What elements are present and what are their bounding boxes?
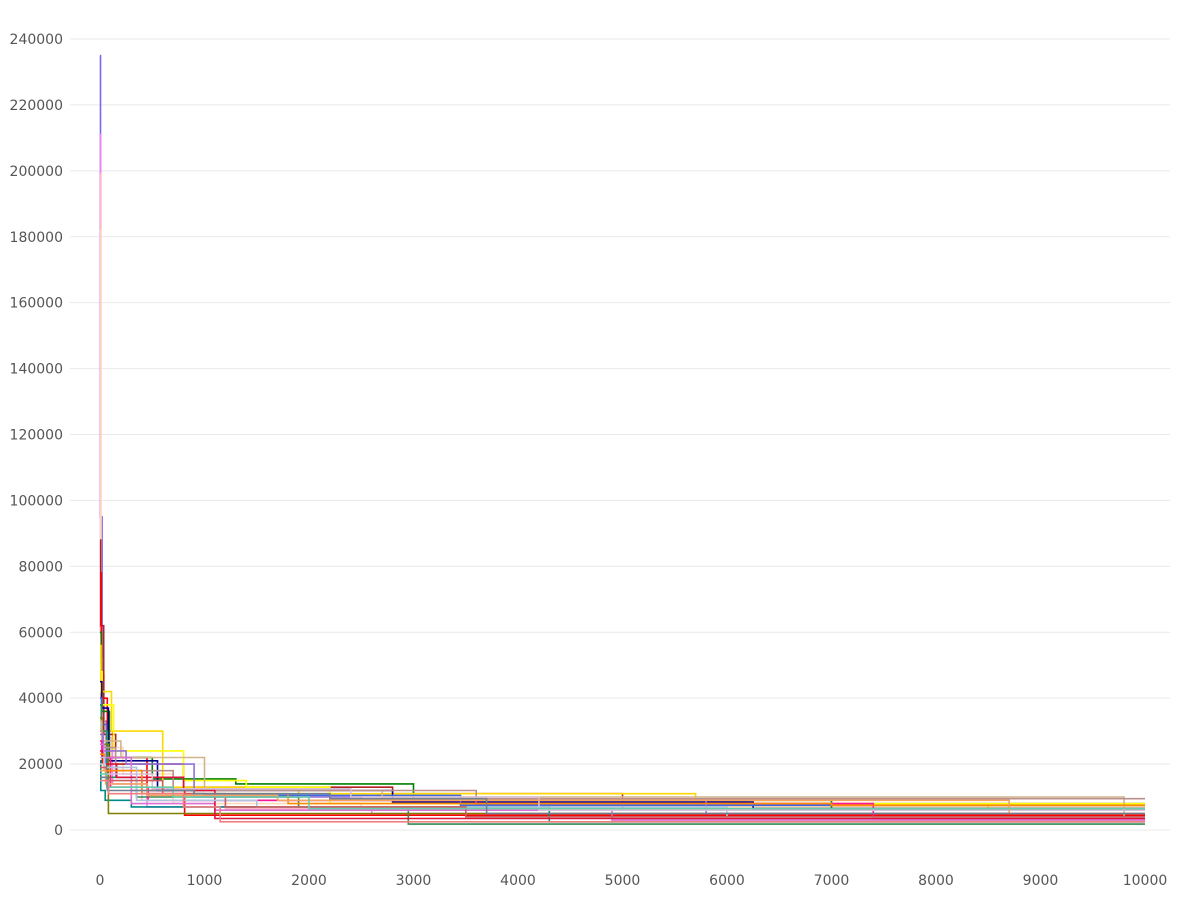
series-line-27 (100, 776, 1145, 815)
x-tick-label: 4000 (500, 873, 536, 889)
y-tick-label: 100000 (10, 493, 63, 509)
y-axis-tick-labels: 0 20000 40000 60000 80000 100000 120000 140000 1… (10, 32, 63, 839)
y-tick-label: 60000 (18, 625, 63, 641)
y-tick-label: 0 (54, 823, 63, 839)
y-tick-label: 120000 (10, 428, 63, 444)
series-line-1 (99, 54, 1145, 805)
series-lines (99, 54, 1145, 825)
series-line-6 (100, 572, 1145, 816)
x-tick-label: 7000 (814, 873, 850, 889)
x-tick-label: 1000 (187, 873, 223, 889)
series-line-13 (100, 760, 1145, 823)
series-line-26 (100, 773, 1145, 810)
x-tick-label: 10000 (1123, 873, 1168, 889)
series-line-19 (100, 743, 1145, 821)
y-tick-label: 200000 (10, 164, 63, 180)
y-tick-label: 20000 (18, 757, 63, 773)
series-line-15 (100, 720, 1145, 818)
y-tick-label: 160000 (10, 296, 63, 312)
x-tick-label: 8000 (918, 873, 954, 889)
x-tick-label: 2000 (291, 873, 327, 889)
x-tick-label: 9000 (1023, 873, 1059, 889)
series-line-7 (100, 631, 1145, 811)
x-tick-label: 3000 (396, 873, 432, 889)
y-tick-label: 220000 (10, 98, 63, 114)
y-tick-label: 40000 (18, 691, 63, 707)
y-tick-label: 180000 (10, 230, 63, 246)
series-line-4 (100, 229, 1145, 808)
series-line-14 (100, 717, 1145, 815)
y-tick-label: 140000 (10, 362, 63, 378)
series-line-23 (100, 763, 1145, 811)
y-tick-label: 240000 (10, 32, 63, 48)
series-line-28 (100, 779, 1145, 823)
x-tick-label: 5000 (605, 873, 641, 889)
y-tick-label: 80000 (18, 559, 63, 575)
series-line-3 (100, 173, 1145, 811)
x-tick-label: 6000 (709, 873, 745, 889)
x-axis-tick-labels: 0 1000 2000 3000 4000 5000 6000 7000 8000 9000 100… (96, 873, 1168, 889)
x-tick-label: 0 (96, 873, 105, 889)
grid-lines (70, 38, 1170, 831)
series-line-22 (100, 756, 1145, 818)
series-line-5 (99, 539, 1145, 811)
